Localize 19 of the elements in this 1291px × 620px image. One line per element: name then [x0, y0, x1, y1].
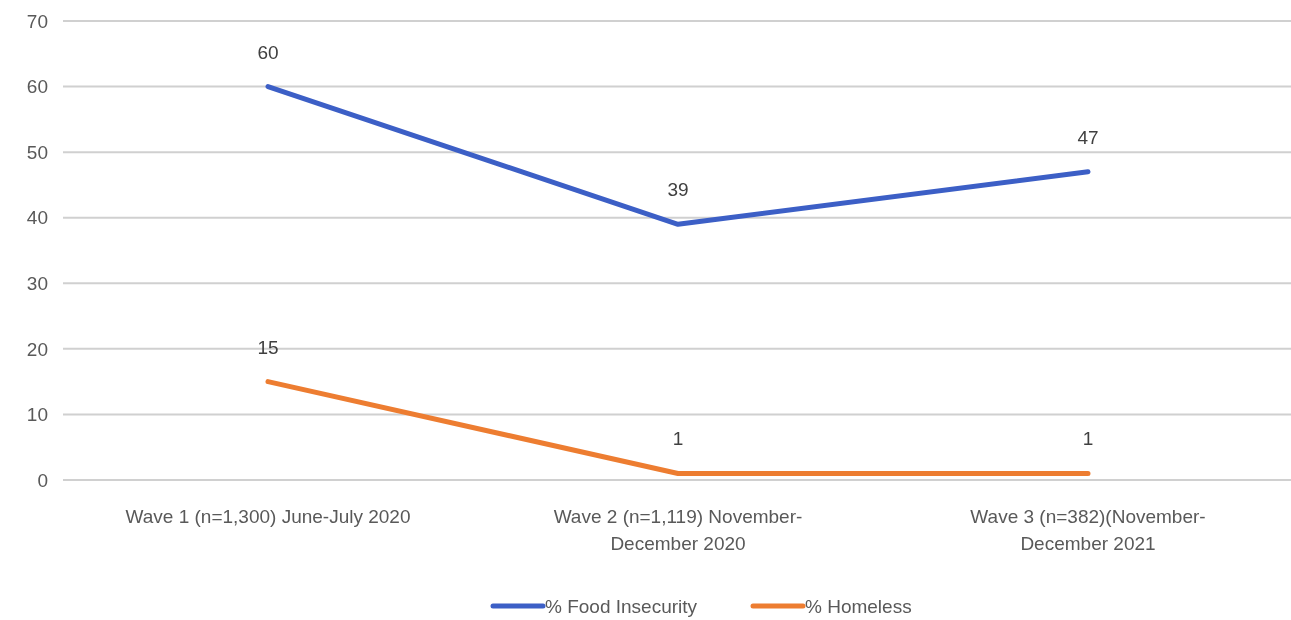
y-tick-label: 10: [26, 404, 48, 426]
y-tick-label: 40: [26, 207, 48, 229]
y-tick-label: 70: [26, 10, 48, 32]
x-tick-label: Wave 3 (n=382)(November-December 2021: [970, 506, 1206, 554]
data-label: 39: [667, 179, 689, 201]
data-label: 1: [672, 428, 684, 450]
y-tick-label: 0: [37, 469, 48, 491]
x-tick-label: Wave 1 (n=1,300) June-July 2020: [125, 506, 411, 527]
y-tick-label: 60: [26, 76, 48, 98]
x-tick-label: Wave 2 (n=1,119) November-December 2020: [553, 506, 803, 554]
legend-label: % Homeless: [805, 595, 912, 617]
data-label: 15: [257, 336, 279, 358]
y-tick-label: 20: [26, 338, 48, 360]
y-tick-label: 30: [26, 272, 48, 294]
legend-label: % Food Insecurity: [545, 595, 698, 617]
data-label: 60: [257, 41, 279, 63]
y-tick-label: 50: [26, 141, 48, 163]
data-label: 47: [1077, 126, 1099, 148]
data-label: 1: [1082, 428, 1094, 450]
